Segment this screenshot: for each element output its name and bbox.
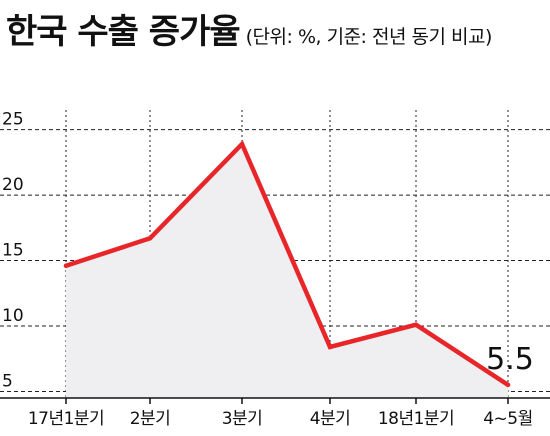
data-point <box>413 322 419 327</box>
area-fill <box>66 144 508 398</box>
data-point <box>505 382 511 388</box>
series-line <box>63 140 511 388</box>
data-point <box>63 263 69 268</box>
data-point <box>327 344 333 350</box>
y-tick-label: 25 <box>2 110 24 130</box>
chart-title: 한국 수출 증가율 <box>6 12 241 52</box>
data-point <box>147 236 153 241</box>
x-tick-label: 3분기 <box>222 409 263 429</box>
x-tick-label: 18년1분기 <box>378 409 454 429</box>
y-tick-label: 5 <box>2 371 13 391</box>
x-tick-label: 4분기 <box>310 409 351 429</box>
axis-layer <box>0 397 550 404</box>
chart-subtitle: (단위: %, 기준: 전년 동기 비교) <box>245 26 493 48</box>
title-block: 한국 수출 증가율 (단위: %, 기준: 전년 동기 비교) <box>6 4 492 53</box>
x-tick-label: 2분기 <box>130 409 171 429</box>
x-tick-label: 17년1분기 <box>28 409 104 429</box>
y-tick-label: 15 <box>2 241 24 261</box>
data-label: 5.5 <box>486 342 534 377</box>
data-point <box>239 141 245 147</box>
y-tick-label: 10 <box>2 306 24 326</box>
label-layer: 5 10 15 20 25 17년1분기 2분기 3분기 4분기 18년1분기 4~5월 5.5 <box>2 110 534 429</box>
y-tick-label: 20 <box>2 175 24 195</box>
area-layer <box>66 144 508 398</box>
line-layer <box>63 140 511 388</box>
x-tick-label: 4~5월 <box>483 409 533 429</box>
